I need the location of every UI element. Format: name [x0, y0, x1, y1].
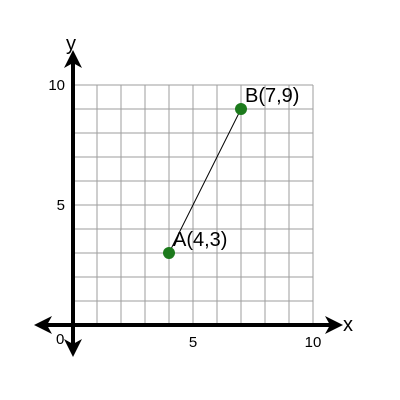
tick-labels: 5 10 5 10: [48, 77, 321, 351]
x-tick-label: 5: [189, 334, 197, 351]
y-axis-label: y: [66, 33, 76, 55]
y-axis-arrow-down: [64, 339, 82, 357]
segment-ab: [168, 108, 242, 254]
y-axis-arrow-up: [64, 50, 82, 68]
point-a: [163, 247, 175, 259]
origin-label: 0: [56, 331, 64, 348]
point-label-a: A(4,3): [173, 229, 227, 251]
x-tick-label: 10: [305, 334, 322, 351]
point-b: [235, 103, 247, 115]
segments: [168, 108, 242, 254]
y-tick-label: 5: [57, 197, 65, 214]
points: A(4,3) B(7,9): [163, 85, 299, 259]
axes: [34, 50, 343, 357]
x-axis-label: x: [343, 314, 353, 336]
y-tick-label: 10: [48, 77, 65, 94]
point-label-b: B(7,9): [245, 85, 299, 107]
x-axis-arrow-left: [34, 316, 52, 334]
x-axis-arrow-right: [325, 316, 343, 334]
